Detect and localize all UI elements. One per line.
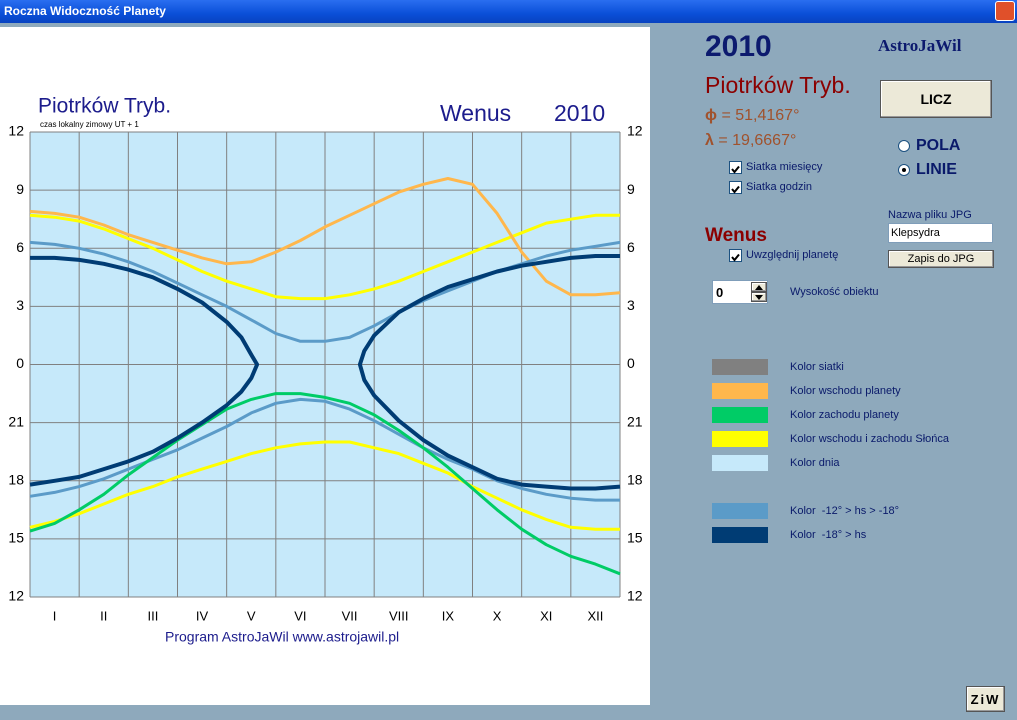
y-tick-label: 12 xyxy=(8,588,24,604)
chart-year: 2010 xyxy=(554,100,605,126)
y-tick-label: 6 xyxy=(16,239,24,255)
lon-value: = 19,6667° xyxy=(713,132,797,149)
radio[interactable] xyxy=(898,140,910,152)
y-tick-label: 18 xyxy=(8,471,24,487)
longitude: λ = 19,6667° xyxy=(705,132,796,150)
checkbox-label: Uwzględnij planetę xyxy=(746,249,839,261)
y-tick-label-right: 9 xyxy=(627,181,635,197)
y-tick-label-right: 18 xyxy=(627,471,643,487)
checkbox[interactable] xyxy=(729,181,742,194)
place: Piotrków Tryb. xyxy=(705,72,851,98)
color-label: Kolor dnia xyxy=(790,457,840,469)
color-swatch[interactable] xyxy=(712,455,768,471)
radio-dot xyxy=(902,168,906,172)
chart-title: Piotrków Tryb. xyxy=(38,95,171,118)
radio-label: POLA xyxy=(916,137,961,154)
checkbox[interactable] xyxy=(729,161,742,174)
chart-footer: Program AstroJaWil www.astrojawil.pl xyxy=(165,629,399,645)
x-tick-label: VII xyxy=(342,608,358,623)
y-tick-label-right: 12 xyxy=(627,588,643,604)
color-label: Kolor wschodu planety xyxy=(790,385,901,397)
lat-value: = 51,4167° xyxy=(717,107,800,124)
x-tick-label: II xyxy=(100,608,107,623)
series-line xyxy=(29,177,621,297)
chart: Piotrków Tryb. czas lokalny zimowy UT + … xyxy=(0,27,650,705)
series-line xyxy=(29,213,620,301)
y-tick-label-right: 6 xyxy=(627,239,635,255)
spin-up[interactable] xyxy=(751,282,767,292)
color-swatch[interactable] xyxy=(712,503,768,519)
color-swatch[interactable] xyxy=(712,431,768,447)
color-label: Kolor -12° > hs > -18° xyxy=(790,505,900,517)
check-mark xyxy=(731,165,740,174)
color-swatch[interactable] xyxy=(712,527,768,543)
ziw-button[interactable]: ZiW xyxy=(966,686,1005,712)
x-tick-label: I xyxy=(53,608,57,623)
brand: AstroJaWil xyxy=(878,36,962,55)
radio[interactable] xyxy=(898,164,910,176)
check-mark xyxy=(731,253,740,262)
y-tick-label-right: 15 xyxy=(627,530,643,546)
color-label: Kolor -18° > hs xyxy=(790,529,867,541)
checkbox-label: Siatka godzin xyxy=(746,181,813,193)
check-mark xyxy=(731,185,740,194)
color-swatch[interactable] xyxy=(712,407,768,423)
spin-down[interactable] xyxy=(751,292,767,302)
chart-subtitle: czas lokalny zimowy UT + 1 xyxy=(40,120,139,129)
x-tick-label: V xyxy=(247,608,256,623)
y-tick-label: 0 xyxy=(16,355,24,371)
x-tick-label: XI xyxy=(540,608,552,623)
y-tick-label-right: 3 xyxy=(627,297,635,313)
down-arrow xyxy=(755,294,763,300)
y-tick-label: 12 xyxy=(8,123,24,139)
file-label: Nazwa pliku JPG xyxy=(888,209,972,221)
lat-symbol: ϕ xyxy=(705,107,717,124)
y-tick-label: 15 xyxy=(8,530,24,546)
checkbox[interactable] xyxy=(729,249,742,262)
radio-label: LINIE xyxy=(916,161,957,178)
x-tick-label: VIII xyxy=(389,608,409,623)
height-spinner[interactable]: 0 xyxy=(712,280,768,304)
lon-symbol: λ xyxy=(705,132,714,149)
y-tick-label-right: 21 xyxy=(627,413,643,429)
save-button[interactable]: Zapis do JPG xyxy=(888,250,994,268)
series-line xyxy=(357,254,621,491)
y-tick-label: 9 xyxy=(16,181,24,197)
color-label: Kolor zachodu planety xyxy=(790,409,899,421)
x-tick-label: IX xyxy=(442,608,455,623)
x-tick-label: XII xyxy=(587,608,603,623)
color-label: Kolor wschodu i zachodu Słońca xyxy=(790,433,949,445)
y-tick-label: 3 xyxy=(16,297,24,313)
calc-button[interactable]: LICZ xyxy=(880,80,992,118)
color-swatch[interactable] xyxy=(712,359,768,375)
series-line xyxy=(29,255,260,487)
checkbox-label: Siatka miesięcy xyxy=(746,161,823,173)
height-value: 0 xyxy=(716,285,724,300)
close-button[interactable] xyxy=(995,1,1015,21)
color-swatch[interactable] xyxy=(712,383,768,399)
series-line xyxy=(29,392,621,576)
x-tick-label: III xyxy=(147,608,158,623)
planet: Wenus xyxy=(705,225,767,246)
chart-planet: Wenus xyxy=(440,100,511,126)
latitude: ϕ = 51,4167° xyxy=(705,107,799,125)
y-tick-label-right: 0 xyxy=(627,355,635,371)
up-arrow xyxy=(755,284,763,290)
y-tick-label: 21 xyxy=(8,413,24,429)
file-input[interactable]: Klepsydra xyxy=(888,223,993,243)
year: 2010 xyxy=(705,30,772,63)
series-line xyxy=(29,440,620,531)
x-tick-label: X xyxy=(493,608,502,623)
x-tick-label: VI xyxy=(294,608,306,623)
color-label: Kolor siatki xyxy=(790,361,844,373)
window-title: Roczna Widoczność Planety xyxy=(4,4,166,18)
series-line xyxy=(29,397,620,502)
height-label: Wysokość obiektu xyxy=(790,286,879,298)
y-tick-label-right: 12 xyxy=(627,123,643,139)
x-tick-label: IV xyxy=(196,608,209,623)
title-bar xyxy=(0,0,1017,23)
